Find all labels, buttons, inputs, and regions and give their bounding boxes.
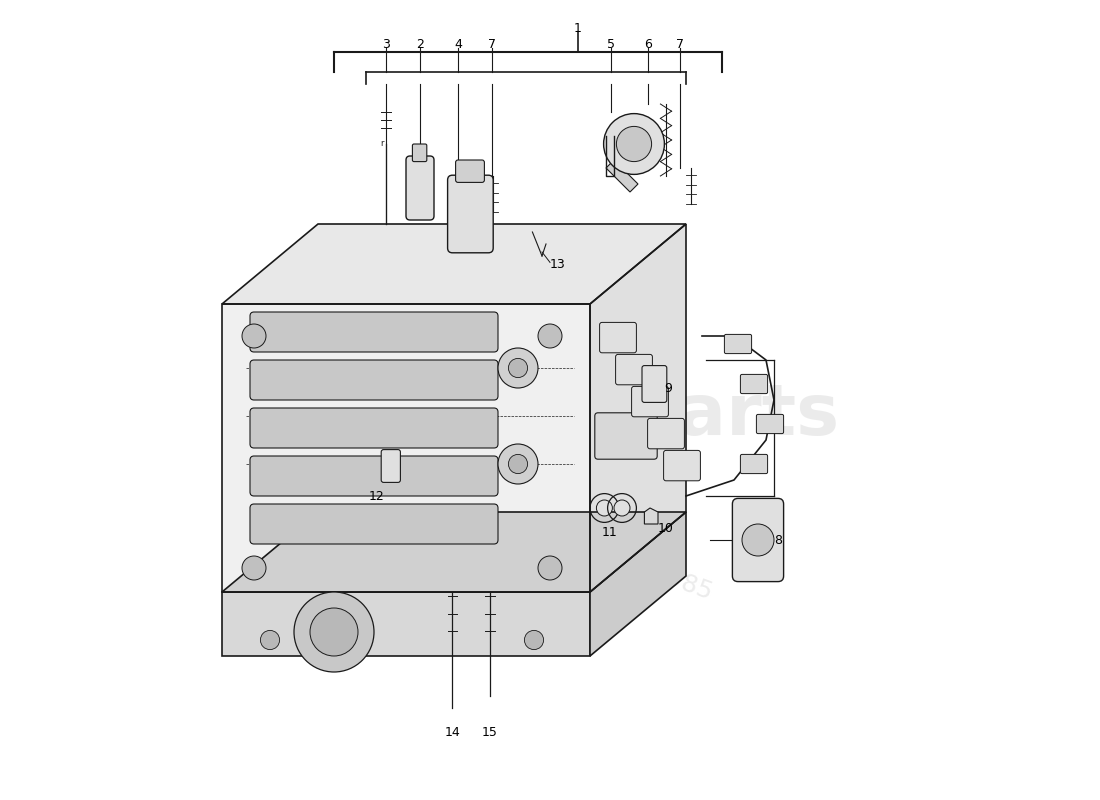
FancyBboxPatch shape (250, 408, 498, 448)
Circle shape (538, 556, 562, 580)
Text: 5: 5 (607, 38, 615, 50)
Text: 11: 11 (602, 526, 618, 538)
Text: 7: 7 (675, 38, 683, 50)
Polygon shape (222, 224, 686, 304)
Circle shape (538, 324, 562, 348)
Polygon shape (222, 512, 686, 592)
FancyBboxPatch shape (616, 354, 652, 385)
FancyBboxPatch shape (631, 386, 669, 417)
Polygon shape (645, 508, 658, 524)
Circle shape (508, 358, 528, 378)
Text: 15: 15 (482, 726, 498, 738)
FancyBboxPatch shape (725, 334, 751, 354)
Circle shape (596, 500, 613, 516)
FancyBboxPatch shape (448, 175, 493, 253)
Circle shape (294, 592, 374, 672)
FancyBboxPatch shape (250, 456, 498, 496)
Text: 13: 13 (550, 258, 565, 270)
FancyBboxPatch shape (600, 322, 637, 353)
FancyBboxPatch shape (382, 450, 400, 482)
FancyBboxPatch shape (648, 418, 684, 449)
Text: 3: 3 (382, 38, 389, 50)
Polygon shape (222, 304, 590, 592)
Circle shape (604, 114, 664, 174)
FancyBboxPatch shape (250, 504, 498, 544)
Polygon shape (590, 224, 686, 592)
Circle shape (261, 630, 279, 650)
Circle shape (498, 348, 538, 388)
FancyBboxPatch shape (455, 160, 484, 182)
FancyBboxPatch shape (642, 366, 667, 402)
FancyBboxPatch shape (740, 454, 768, 474)
Circle shape (310, 608, 358, 656)
Polygon shape (222, 592, 590, 656)
Circle shape (742, 524, 774, 556)
Polygon shape (606, 160, 638, 192)
Text: 8: 8 (774, 534, 782, 546)
Text: 12: 12 (368, 490, 384, 502)
Circle shape (525, 630, 543, 650)
FancyBboxPatch shape (733, 498, 783, 582)
Text: 6: 6 (644, 38, 651, 50)
Text: 10: 10 (658, 522, 674, 534)
Text: europeparts: europeparts (340, 382, 840, 450)
FancyBboxPatch shape (740, 374, 768, 394)
Text: r: r (381, 139, 384, 149)
FancyBboxPatch shape (663, 450, 701, 481)
Polygon shape (590, 512, 686, 656)
Circle shape (498, 444, 538, 484)
FancyBboxPatch shape (595, 413, 657, 459)
Circle shape (616, 126, 651, 162)
Text: 4: 4 (454, 38, 462, 50)
Text: 9: 9 (664, 382, 672, 394)
Text: 14: 14 (444, 726, 460, 738)
FancyBboxPatch shape (250, 312, 498, 352)
Circle shape (508, 454, 528, 474)
FancyBboxPatch shape (406, 156, 434, 220)
Text: a passion for parts since 1985: a passion for parts since 1985 (352, 452, 716, 604)
Text: 2: 2 (417, 38, 425, 50)
Text: 1: 1 (574, 22, 582, 34)
Circle shape (242, 556, 266, 580)
FancyBboxPatch shape (412, 144, 427, 162)
Circle shape (614, 500, 630, 516)
FancyBboxPatch shape (757, 414, 783, 434)
Text: 7: 7 (488, 38, 496, 50)
Circle shape (242, 324, 266, 348)
FancyBboxPatch shape (250, 360, 498, 400)
